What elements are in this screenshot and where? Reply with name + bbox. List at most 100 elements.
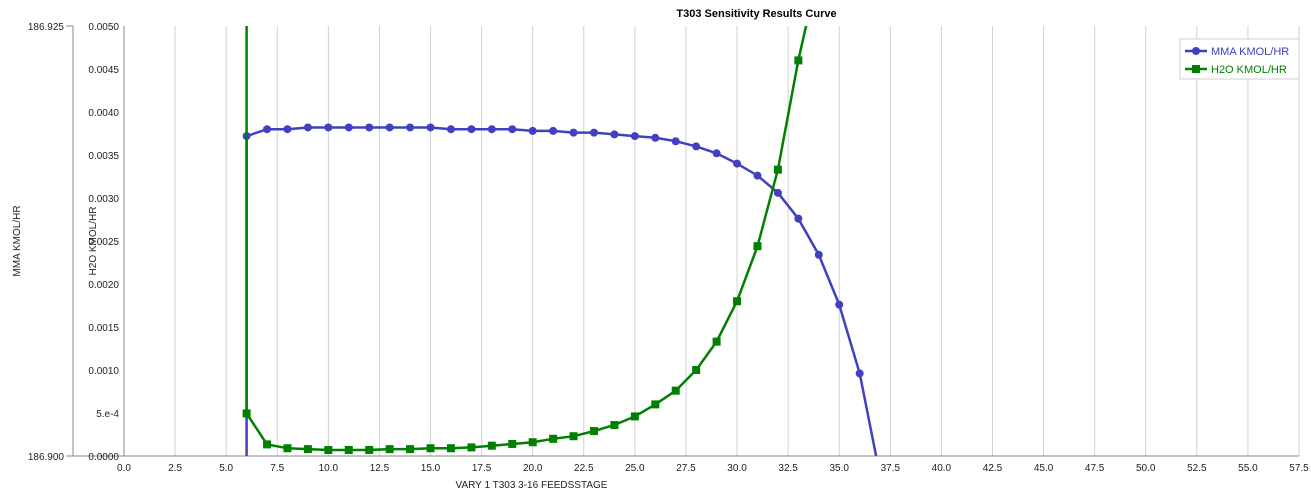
right-y-tick-label: 0.0015	[88, 323, 119, 334]
data-point	[753, 171, 762, 180]
data-point	[692, 142, 701, 151]
data-point	[610, 130, 619, 139]
x-tick-label: 15.0	[421, 463, 441, 474]
data-point	[773, 188, 782, 197]
data-point	[590, 128, 598, 137]
x-tick-label: 12.5	[370, 463, 390, 474]
x-tick-label: 22.5	[574, 463, 594, 474]
right-y-tick-label: 0.0020	[88, 280, 119, 291]
data-point	[692, 366, 701, 374]
data-point	[283, 444, 292, 453]
legend-label: MMA KMOL/HR	[1211, 46, 1289, 58]
x-tick-label: 42.5	[983, 463, 1003, 474]
data-point	[303, 445, 312, 454]
data-point	[487, 125, 496, 134]
data-point	[733, 297, 742, 306]
data-point	[385, 123, 394, 132]
x-tick-label: 57.5	[1289, 463, 1309, 474]
right-y-tick-label: 0.0045	[88, 65, 119, 76]
right-y-tick-label: 0.0010	[88, 366, 119, 377]
x-tick-label: 32.5	[778, 463, 798, 474]
data-point	[773, 165, 782, 174]
data-point	[365, 445, 374, 454]
right-y-tick-label: 0.0040	[88, 108, 119, 119]
data-point	[446, 125, 455, 134]
data-point	[508, 125, 517, 134]
legend-marker	[1192, 65, 1200, 73]
x-tick-label: 2.5	[168, 463, 182, 474]
x-tick-label: 45.0	[1034, 463, 1054, 474]
series-1	[242, 26, 808, 454]
x-tick-label: 50.0	[1136, 463, 1156, 474]
x-tick-label: 17.5	[472, 463, 492, 474]
legend-marker	[1192, 47, 1200, 55]
right-y-tick-label: 5.e-4	[96, 409, 119, 420]
x-tick-label: 0.0	[117, 463, 131, 474]
data-point	[671, 137, 680, 146]
x-axis-title: VARY 1 T303 3-16 FEEDSSTAGE	[456, 480, 608, 491]
data-point	[426, 444, 435, 453]
x-tick-label: 20.0	[523, 463, 543, 474]
x-tick-label: 10.0	[319, 463, 339, 474]
data-point	[406, 445, 415, 454]
data-point	[651, 400, 660, 409]
left-y-axis-title: MMA KMOL/HR	[12, 205, 23, 276]
data-point	[630, 412, 639, 421]
data-point	[835, 300, 844, 309]
series-line	[245, 126, 878, 456]
data-point	[467, 125, 476, 134]
data-point	[406, 123, 415, 132]
data-point	[263, 440, 272, 449]
right-y-axis-title: H2O KMOL/HR	[88, 207, 99, 276]
legend-label: H2O KMOL/HR	[1211, 64, 1287, 76]
data-point	[467, 443, 476, 452]
right-y-tick-label: 0.0030	[88, 194, 119, 205]
data-point	[549, 434, 558, 443]
data-point	[651, 133, 660, 142]
data-point	[303, 123, 312, 132]
data-point	[569, 128, 578, 137]
data-point	[590, 427, 598, 436]
data-point	[324, 445, 333, 454]
data-point	[365, 123, 374, 132]
x-tick-label: 30.0	[727, 463, 747, 474]
data-point	[324, 123, 333, 132]
data-point	[753, 242, 762, 251]
x-tick-label: 55.0	[1238, 463, 1258, 474]
left-y-tick-label: 186.925	[28, 22, 65, 33]
legend: MMA KMOL/HR H2O KMOL/HR	[1179, 38, 1300, 80]
data-point	[426, 123, 435, 132]
data-point	[794, 56, 803, 65]
x-tick-label: 47.5	[1085, 463, 1105, 474]
x-tick-label: 40.0	[932, 463, 952, 474]
data-point	[671, 386, 680, 395]
x-tick-label: 7.5	[270, 463, 284, 474]
x-tick-label: 5.0	[219, 463, 233, 474]
data-point	[610, 421, 619, 430]
data-point	[487, 441, 496, 450]
data-point	[344, 123, 353, 132]
data-point	[528, 126, 537, 135]
data-point	[855, 369, 864, 378]
data-point	[569, 432, 578, 441]
right-y-tick-label: 0.0035	[88, 151, 119, 162]
series-0	[242, 123, 878, 456]
data-point	[283, 125, 292, 134]
right-y-tick-label: 0.0000	[88, 452, 119, 463]
data-point	[814, 250, 823, 259]
data-point	[528, 438, 537, 447]
x-tick-label: 52.5	[1187, 463, 1207, 474]
left-y-tick-label: 186.900	[28, 452, 65, 463]
data-point	[242, 409, 251, 418]
x-tick-label: 27.5	[676, 463, 696, 474]
x-tick-label: 25.0	[625, 463, 645, 474]
data-point	[549, 126, 558, 135]
data-point	[630, 132, 639, 141]
data-point	[794, 214, 803, 223]
data-point	[712, 149, 721, 158]
gridlines	[174, 26, 1300, 456]
data-point	[733, 159, 742, 168]
right-y-tick-label: 0.0025	[88, 237, 119, 248]
